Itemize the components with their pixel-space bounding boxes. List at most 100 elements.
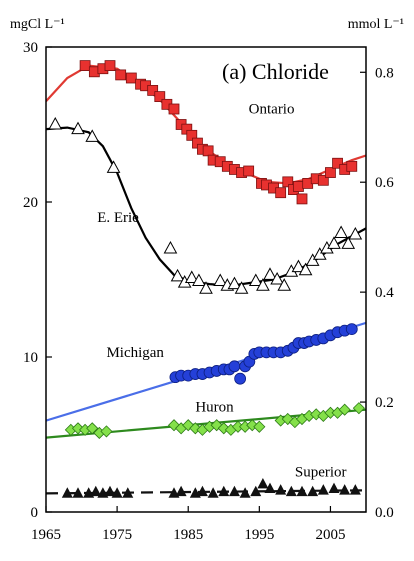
data-point: [168, 103, 180, 115]
y-tick-label: 0: [31, 505, 39, 521]
y-right-tick-label: 0.2: [375, 395, 394, 411]
data-point: [48, 116, 63, 130]
series-ontario: Ontario: [46, 60, 366, 205]
data-point: [184, 270, 199, 283]
data-point: [264, 482, 276, 494]
data-point: [100, 425, 113, 438]
x-tick-label: 2005: [315, 527, 345, 543]
data-point: [341, 236, 356, 249]
y-right-tick-label: 0.4: [375, 285, 394, 301]
data-point: [154, 91, 166, 102]
data-point: [263, 267, 277, 280]
data-point: [307, 485, 319, 497]
data-point: [71, 121, 85, 135]
data-point: [170, 268, 185, 282]
data-point: [296, 485, 308, 497]
data-point: [291, 259, 306, 273]
data-point: [296, 193, 308, 205]
series-e-erie: E. Erie: [46, 116, 366, 294]
data-point: [345, 323, 358, 336]
data-point: [196, 485, 208, 497]
data-point: [339, 484, 351, 495]
data-point: [79, 60, 91, 71]
data-point: [243, 165, 255, 177]
data-point: [305, 253, 320, 266]
data-point: [228, 485, 240, 497]
right-axis-unit: mmol L⁻¹: [348, 17, 404, 32]
data-point: [218, 485, 230, 497]
data-point: [234, 281, 249, 294]
data-point: [111, 487, 123, 498]
data-point: [298, 262, 313, 276]
data-point: [334, 225, 348, 238]
data-point: [213, 273, 228, 287]
data-point: [61, 487, 73, 498]
data-point: [86, 422, 99, 435]
series-label-superior: Superior: [295, 464, 347, 480]
y-tick-label: 30: [23, 40, 38, 56]
data-point: [248, 273, 263, 287]
y-tick-label: 10: [23, 350, 38, 366]
data-point: [192, 273, 206, 287]
data-point: [147, 85, 159, 96]
data-point: [293, 181, 304, 192]
data-point: [227, 276, 242, 290]
data-point: [253, 420, 266, 433]
data-point: [234, 372, 247, 385]
data-point: [325, 167, 336, 178]
data-point: [270, 271, 284, 285]
data-point: [285, 485, 297, 497]
data-point: [352, 402, 365, 415]
series-label-ontario: Ontario: [249, 102, 295, 118]
data-point: [125, 72, 137, 84]
data-point: [332, 157, 343, 169]
data-point: [72, 487, 84, 498]
data-point: [282, 176, 294, 188]
data-point: [186, 129, 198, 141]
data-point: [256, 278, 270, 291]
data-point: [122, 487, 134, 498]
series-label-huron: Huron: [195, 399, 234, 415]
data-point: [275, 187, 287, 199]
series-label-e-erie: E. Erie: [97, 210, 139, 226]
data-point: [312, 247, 327, 260]
data-point: [106, 160, 121, 173]
data-point: [328, 482, 340, 494]
data-point: [277, 278, 292, 291]
x-tick-label: 1995: [244, 527, 274, 543]
left-axis-unit: mgCl L⁻¹: [10, 17, 65, 32]
data-point: [175, 485, 187, 497]
data-point: [163, 240, 178, 254]
data-point: [250, 485, 262, 497]
x-tick-label: 1985: [173, 527, 203, 543]
data-point: [207, 487, 219, 498]
chart-title: (a) Chloride: [222, 59, 329, 84]
data-point: [317, 484, 329, 495]
y-tick-label: 20: [23, 195, 38, 211]
axis-layer: 1965 1975 1985 1995 2005 0 10 20 30 0.0 0.2 0.4 0.6 0…: [23, 40, 394, 543]
data-point: [228, 360, 241, 373]
x-tick-label: 1965: [31, 527, 61, 543]
data-point: [104, 60, 116, 71]
plot-frame: [45, 46, 367, 513]
data-point: [239, 487, 251, 498]
data-point: [85, 129, 100, 142]
series-label-michigan: Michigan: [106, 345, 164, 361]
data-point: [199, 281, 213, 294]
series-huron: Huron: [46, 399, 366, 440]
data-point: [338, 403, 351, 416]
x-tick-label: 1975: [102, 527, 132, 543]
data-point: [327, 236, 341, 249]
series-layer: Ontario E. Erie Michigan Huron Superior: [46, 60, 366, 498]
data-point: [104, 485, 116, 497]
data-point: [346, 160, 358, 172]
data-point: [275, 484, 287, 495]
data-point: [90, 485, 102, 497]
data-point: [317, 174, 329, 186]
data-point: [202, 145, 214, 157]
data-point: [115, 69, 127, 81]
data-point: [349, 484, 361, 495]
data-point: [348, 227, 363, 240]
y-right-tick-label: 0.6: [375, 175, 394, 191]
